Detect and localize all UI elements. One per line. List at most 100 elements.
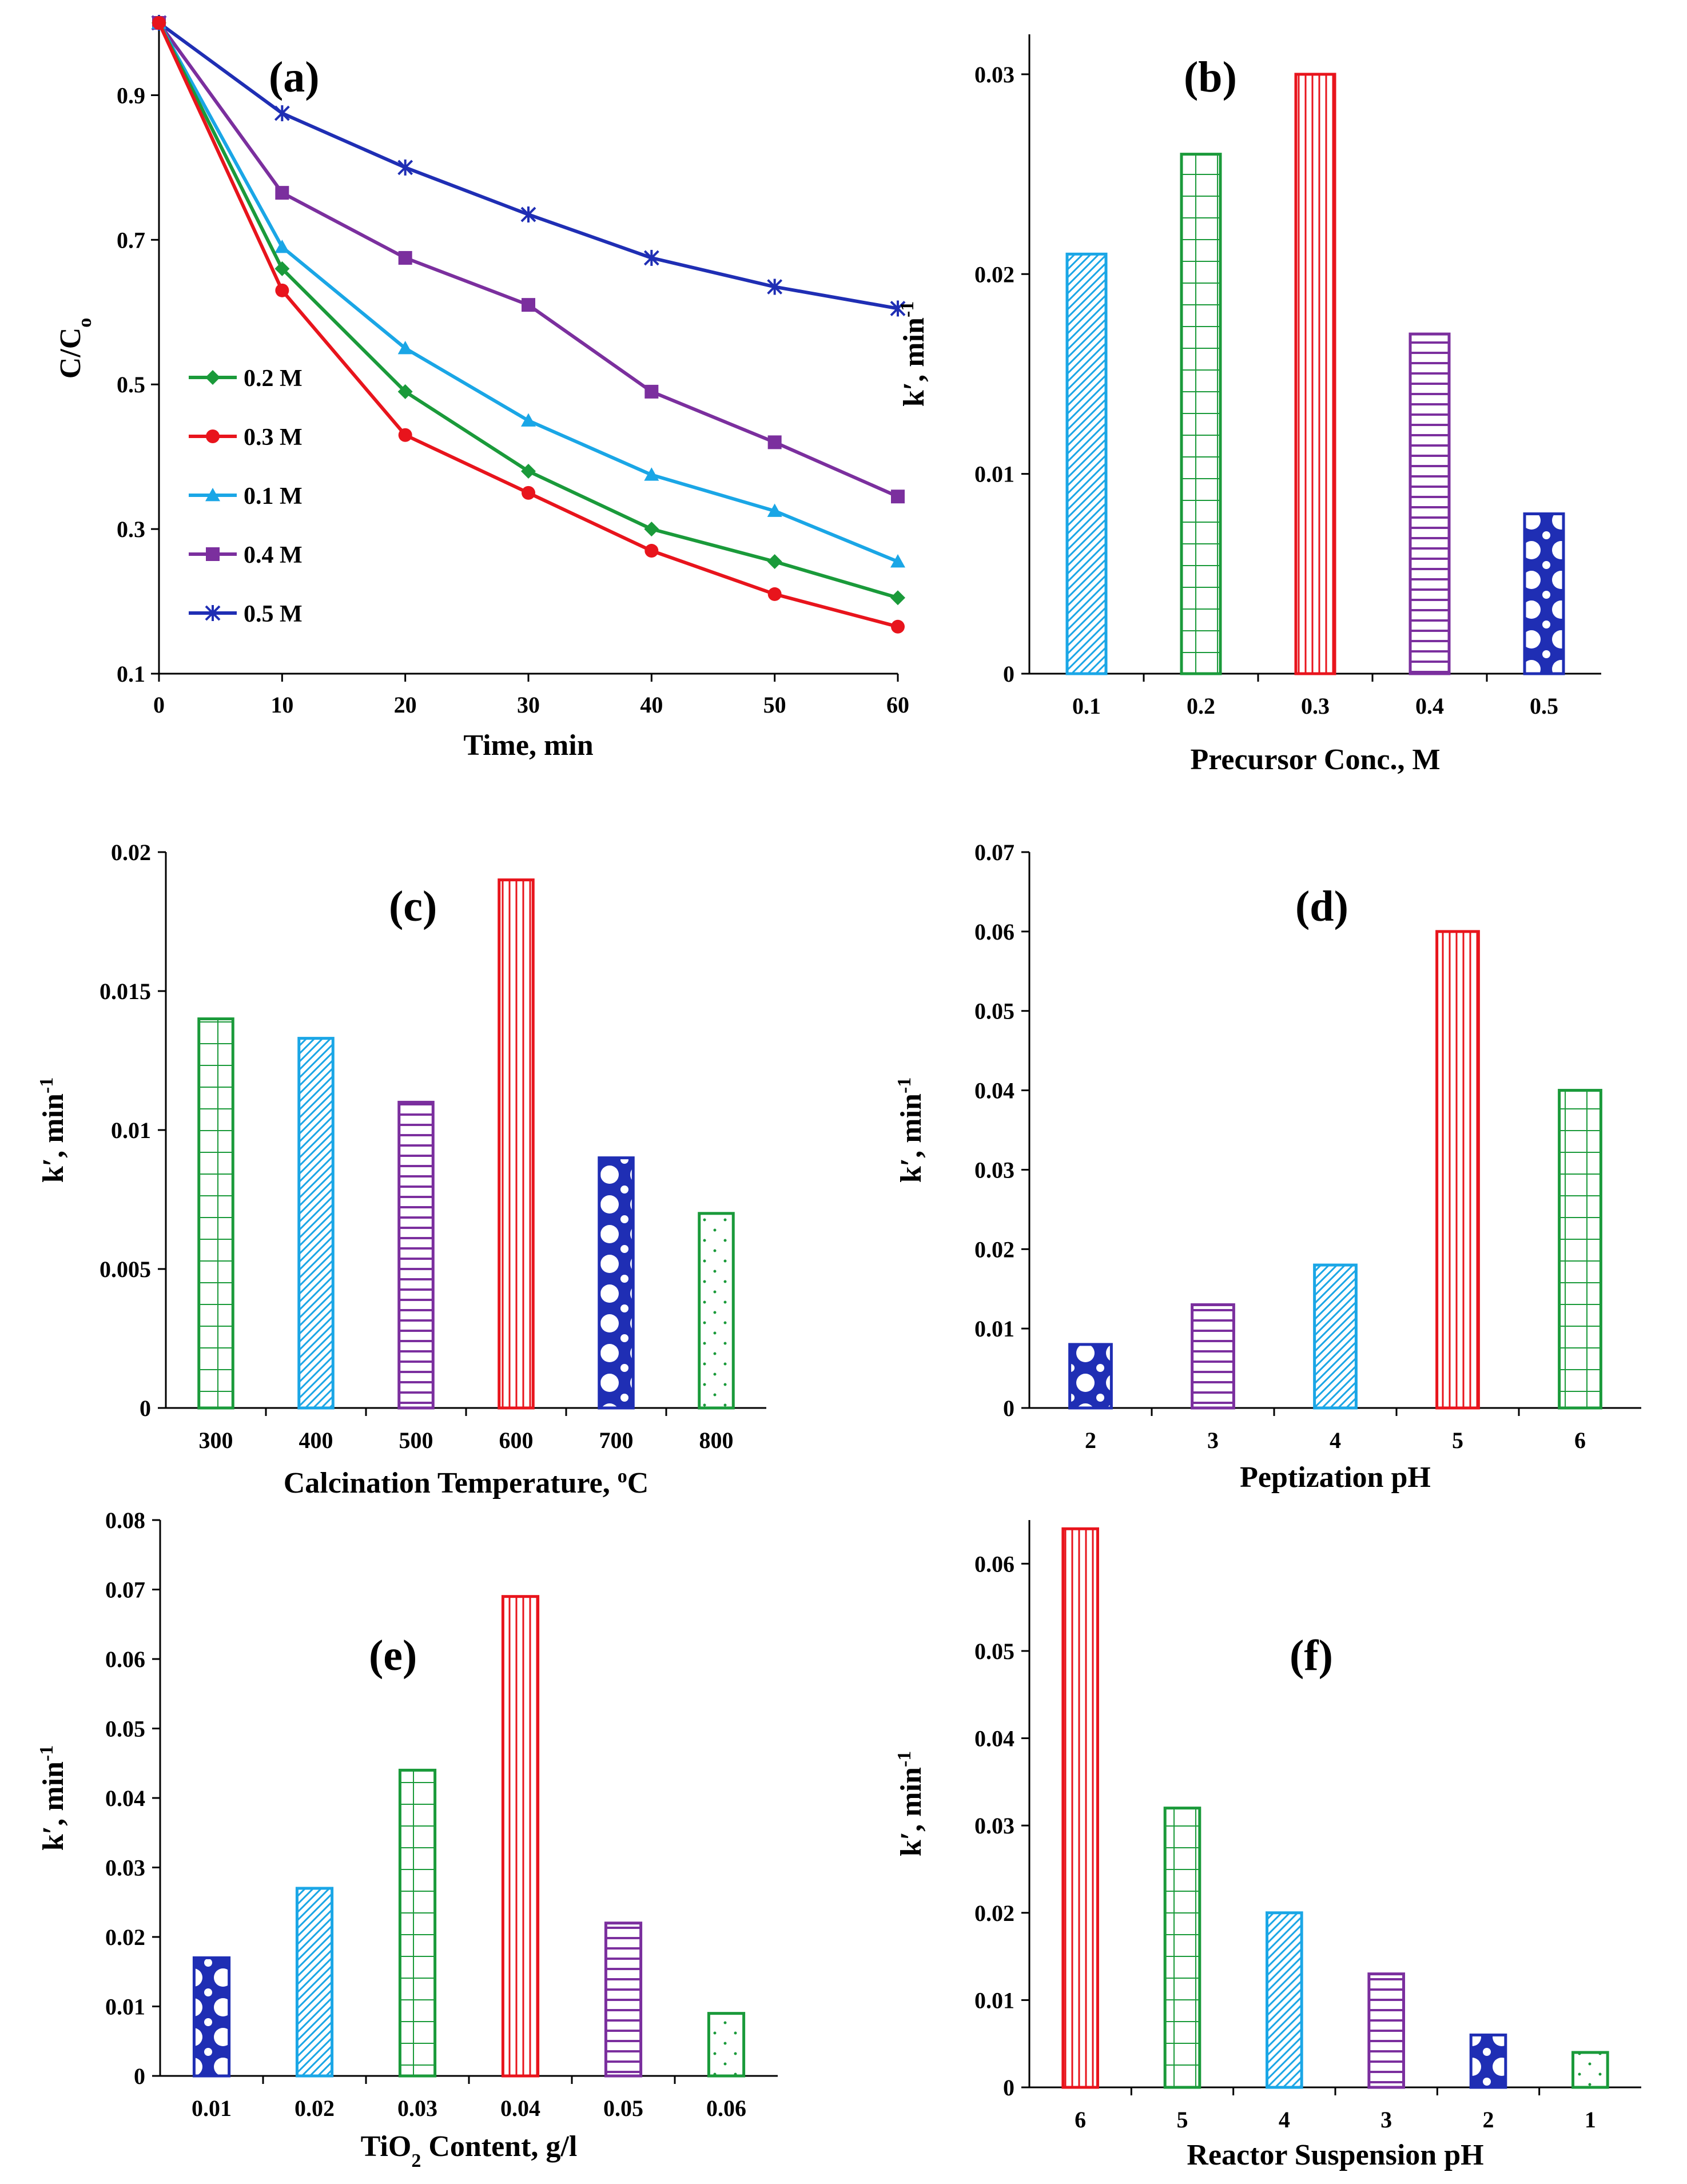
data-point <box>520 206 536 223</box>
x-tick-label: 0.06 <box>706 2095 746 2121</box>
y-tick-label: 0.3 <box>117 516 145 542</box>
data-point <box>275 186 289 200</box>
y-tick-label: 0.07 <box>974 840 1014 865</box>
legend-item: 0.3 M <box>189 424 303 451</box>
x-tick-label: 6 <box>1574 1427 1586 1453</box>
data-point <box>275 283 289 297</box>
x-axis-label: Calcination Temperature, oC <box>284 1466 649 1500</box>
x-tick-label: 700 <box>599 1427 634 1453</box>
data-point <box>644 522 659 537</box>
data-point <box>206 429 220 443</box>
data-point <box>152 16 166 30</box>
chart-e: 0 0.01 0.02 0.03 0.04 0.05 0.06 0.07 0.08 0.01 0.0… <box>36 1507 778 2171</box>
data-point <box>891 619 905 634</box>
y-tick-label: 0.01 <box>974 1316 1014 1342</box>
panel-label: (c) <box>389 882 437 930</box>
x-tick-label: 20 <box>394 692 417 718</box>
y-tick-label: 0.04 <box>974 1078 1014 1104</box>
legend: 0.2 M 0.3 M 0.1 M 0.4 M 0.5 M <box>189 365 303 627</box>
data-point <box>398 428 412 442</box>
data-point <box>890 590 905 606</box>
x-tick-label: 1 <box>1585 2107 1596 2133</box>
y-axis-label: k′, min-1 <box>36 1077 70 1183</box>
x-tick-label: 40 <box>640 692 663 718</box>
chart-a: 0.10.30.50.70.90 10 20 30 40 50 600.2 M0.3 M0.… <box>54 15 909 762</box>
x-tick-label: 2 <box>1085 1427 1096 1453</box>
x-axis-label: Reactor Suspension pH <box>1187 2139 1483 2171</box>
x-tick-label: 30 <box>517 692 540 718</box>
y-tick-label: 0.005 <box>100 1256 151 1282</box>
y-tick-label: 0.04 <box>974 1726 1014 1752</box>
series-0-5-M <box>151 15 906 317</box>
data-point <box>644 467 659 481</box>
data-point <box>521 463 536 479</box>
x-tick-label: 800 <box>699 1427 734 1453</box>
data-point <box>205 370 220 385</box>
data-point <box>397 159 413 176</box>
bar-0.06 <box>707 2012 746 2078</box>
y-tick-label: 0.01 <box>974 462 1014 487</box>
bar-0.01 <box>192 1956 231 2078</box>
y-axis-label: k′, min-1 <box>894 1077 928 1183</box>
x-tick-label: 0.2 <box>1187 693 1215 719</box>
y-tick-label: 0.05 <box>105 1716 145 1742</box>
data-point <box>767 279 783 295</box>
bar-0.1 <box>1065 252 1108 675</box>
data-point <box>398 250 412 265</box>
legend-item: 0.5 M <box>189 601 303 627</box>
legend-item: 0.1 M <box>189 483 303 510</box>
x-tick-label: 500 <box>399 1427 433 1453</box>
x-axis-label: Precursor Conc., M <box>1190 743 1440 776</box>
y-tick-label: 0.1 <box>117 661 145 687</box>
bar-0.04 <box>501 1595 540 2078</box>
data-point <box>644 384 659 399</box>
x-tick-label: 5 <box>1452 1427 1463 1453</box>
y-tick-label: 0.06 <box>974 919 1014 945</box>
y-tick-label: 0.06 <box>105 1646 145 1672</box>
legend-item: 0.2 M <box>189 365 303 392</box>
bar-800 <box>698 1212 735 1410</box>
data-point <box>767 554 782 570</box>
chart-b: 0 0.01 0.02 0.03 0.1 0.2 0.3 0.4 0.5 (b) k′, min-1… <box>897 34 1601 776</box>
y-tick-label: 0 <box>1003 2075 1014 2101</box>
x-tick-label: 0 <box>153 692 165 718</box>
x-tick-label: 400 <box>299 1427 333 1453</box>
data-point <box>644 544 659 558</box>
y-tick-label: 0.03 <box>105 1855 145 1881</box>
x-tick-label: 0.02 <box>295 2095 335 2121</box>
x-axis-label: Peptization pH <box>1240 1461 1431 1494</box>
data-point <box>891 490 905 504</box>
y-tick-label: 0 <box>1003 661 1014 687</box>
y-tick-label: 0.03 <box>974 1813 1014 1839</box>
chart-d: 0 0.01 0.02 0.03 0.04 0.05 0.06 0.07 2 3 4 5 6 (d) k′,… <box>894 840 1641 1494</box>
y-tick-label: 0.02 <box>105 1924 145 1950</box>
bar-0.4 <box>1409 332 1451 675</box>
y-tick-label: 0.9 <box>117 82 145 108</box>
bar-1 <box>1571 2051 1609 2089</box>
x-tick-label: 0.04 <box>500 2095 540 2121</box>
data-point <box>890 300 906 317</box>
chart-f: 0 0.01 0.02 0.03 0.04 0.05 0.06 6 5 4 3 2 1 (f) k′, mi… <box>894 1520 1641 2171</box>
y-tick-label: 0.03 <box>974 62 1014 87</box>
panel-label: (d) <box>1295 882 1348 930</box>
x-tick-label: 0.01 <box>192 2095 232 2121</box>
data-point <box>397 341 413 355</box>
series-line <box>157 22 898 628</box>
bar-5 <box>1163 1807 1201 2089</box>
data-point <box>397 384 413 399</box>
x-tick-label: 0.4 <box>1415 693 1444 719</box>
x-axis-label: Time, min <box>463 729 593 762</box>
y-tick-label: 0.07 <box>105 1577 145 1603</box>
bar-600 <box>498 878 535 1410</box>
data-point <box>522 486 535 500</box>
x-tick-label: 10 <box>270 692 293 718</box>
y-tick-label: 0.02 <box>111 840 151 865</box>
x-tick-label: 3 <box>1380 2107 1392 2133</box>
bar-0.3 <box>1294 73 1336 675</box>
panel-label: (b) <box>1184 53 1237 101</box>
bar-0.5 <box>1523 512 1565 675</box>
bar-5 <box>1435 930 1480 1410</box>
x-axis-label: TiO2 Content, g/l <box>361 2130 578 2171</box>
legend-label: 0.5 M <box>244 601 303 627</box>
